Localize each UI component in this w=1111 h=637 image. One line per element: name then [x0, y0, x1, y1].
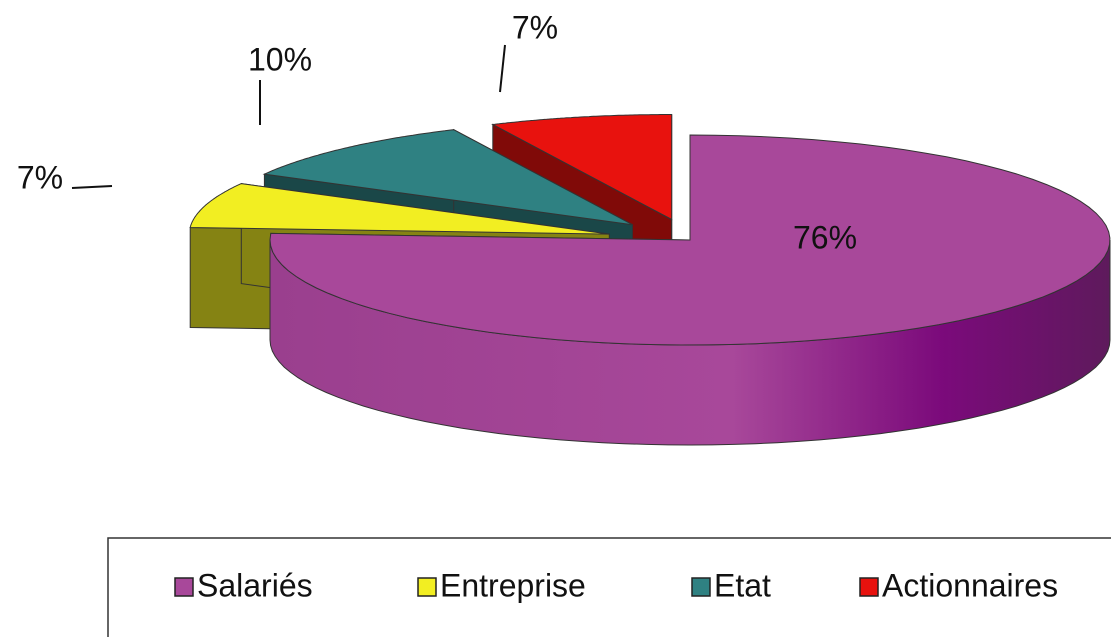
data-label: 10%: [248, 41, 312, 77]
legend-label: Actionnaires: [882, 567, 1058, 603]
slice-top: [189, 183, 610, 235]
legend-swatch: [174, 577, 194, 597]
legend-swatch: [691, 577, 711, 597]
legend-box: [107, 537, 1111, 637]
data-label: 7%: [512, 9, 558, 45]
data-label: 76%: [793, 219, 857, 255]
pie: 76% 7% 10% 7%: [17, 9, 1111, 446]
legend-label: Salariés: [197, 567, 313, 603]
leader-line: [71, 185, 113, 189]
legend-label: Etat: [714, 567, 771, 603]
leader-line: [499, 44, 506, 93]
slice: [269, 134, 1111, 446]
legend: Salariés Entreprise Etat Actionnaires: [174, 567, 1058, 603]
data-label: 7%: [17, 159, 63, 195]
legend-swatch: [859, 577, 879, 597]
slice-top: [269, 134, 1111, 346]
legend-swatch: [417, 577, 437, 597]
slice-top: [491, 114, 673, 221]
legend-label: Entreprise: [440, 567, 586, 603]
slice-top: [262, 129, 633, 226]
